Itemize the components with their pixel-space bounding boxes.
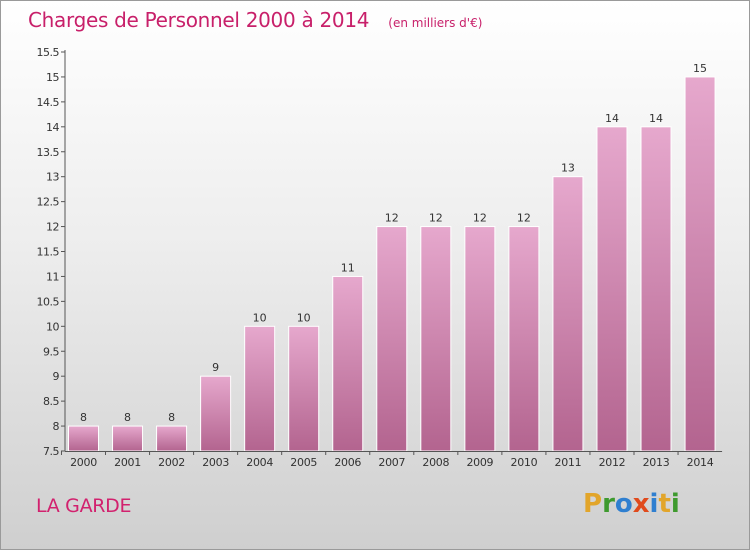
- bar-2008: [420, 226, 452, 452]
- x-tick-label: 2000: [70, 456, 97, 469]
- bar-2006: [332, 275, 364, 452]
- data-label-2011: 13: [561, 162, 575, 175]
- x-tick-label: 2011: [555, 456, 582, 469]
- data-label-2007: 12: [385, 212, 399, 225]
- logo-letter: o: [614, 489, 633, 519]
- bar-2011: [552, 176, 584, 452]
- bar-2010: [508, 226, 540, 452]
- y-tick-label: 14.5: [37, 96, 60, 109]
- y-tick-label: 14: [46, 121, 59, 134]
- y-tick-label: 15: [46, 71, 59, 84]
- y-tick-label: 13.5: [37, 146, 60, 159]
- y-tick-label: 9.5: [43, 345, 59, 358]
- bar-2004: [244, 325, 276, 452]
- x-tick-label: 2012: [599, 456, 626, 469]
- y-tick-label: 11.5: [37, 246, 60, 259]
- data-label-2002: 8: [168, 411, 175, 424]
- y-tick-label: 13: [46, 171, 59, 184]
- data-label-2003: 9: [212, 361, 219, 374]
- data-label-2001: 8: [124, 411, 131, 424]
- y-tick-label: 7.5: [43, 445, 59, 458]
- bar-2000: [68, 425, 99, 452]
- data-label-2014: 15: [693, 62, 707, 75]
- bar-2001: [112, 425, 144, 452]
- y-tick-label: 8.5: [43, 395, 59, 408]
- data-label-2004: 10: [253, 311, 267, 324]
- y-tick-label: 15.5: [37, 46, 60, 59]
- y-tick-label: 11: [46, 270, 59, 283]
- data-label-2000: 8: [80, 411, 87, 424]
- logo-letter: r: [602, 489, 615, 519]
- x-tick-label: 2001: [114, 456, 141, 469]
- y-tick-label: 10: [46, 320, 59, 333]
- bar-2002: [156, 425, 188, 452]
- bar-2014: [684, 76, 716, 452]
- bar-2013: [640, 126, 672, 452]
- axis-layer: [60, 50, 723, 455]
- x-tick-label: 2010: [511, 456, 538, 469]
- x-tick-label: 2002: [158, 456, 185, 469]
- x-tick-label: 2003: [202, 456, 229, 469]
- y-tick-label: 8: [53, 420, 60, 433]
- data-label-2008: 12: [429, 212, 443, 225]
- x-tick-label: 2007: [378, 456, 405, 469]
- x-tick-label: 2008: [422, 456, 449, 469]
- bar-2005: [288, 325, 320, 452]
- y-tick-label: 9: [53, 370, 60, 383]
- place-name: LA GARDE: [36, 495, 132, 517]
- chart-subtitle: (en milliers d'€): [388, 16, 483, 30]
- data-label-2012: 14: [605, 112, 619, 125]
- y-tick-label: 12: [46, 221, 59, 234]
- bar-2003: [200, 375, 232, 452]
- data-label-2013: 14: [649, 112, 663, 125]
- y-tick-label: 12.5: [37, 196, 60, 209]
- data-label-2010: 12: [517, 212, 531, 225]
- y-tick-label: 10.5: [37, 295, 60, 308]
- x-tick-label: 2014: [687, 456, 714, 469]
- chart-title: Charges de Personnel 2000 à 2014: [28, 8, 370, 32]
- bar-2009: [464, 226, 496, 452]
- logo-letter: i: [649, 489, 659, 519]
- logo-letter: x: [632, 489, 650, 519]
- x-tick-label: 2013: [643, 456, 670, 469]
- data-label-2006: 11: [341, 261, 355, 274]
- bars-layer: [68, 76, 716, 452]
- logo-letter: t: [658, 489, 671, 519]
- proxiti-logo: Proxiti: [583, 489, 680, 519]
- logo-letter: i: [670, 489, 680, 519]
- labels-layer: 8 8 8 9 10 10 11 12 12 12 12 13 14 14 15 7.5 8 8.5 9 9.5 10 1…: [37, 46, 715, 469]
- data-label-2005: 10: [297, 311, 311, 324]
- bar-2007: [376, 226, 408, 452]
- bar-2012: [596, 126, 628, 452]
- x-tick-label: 2006: [334, 456, 361, 469]
- logo-letter: P: [583, 489, 603, 519]
- x-tick-label: 2009: [466, 456, 493, 469]
- x-tick-label: 2004: [246, 456, 273, 469]
- x-tick-label: 2005: [290, 456, 317, 469]
- title-row: Charges de Personnel 2000 à 2014 (en mil…: [28, 8, 482, 32]
- data-label-2009: 12: [473, 212, 487, 225]
